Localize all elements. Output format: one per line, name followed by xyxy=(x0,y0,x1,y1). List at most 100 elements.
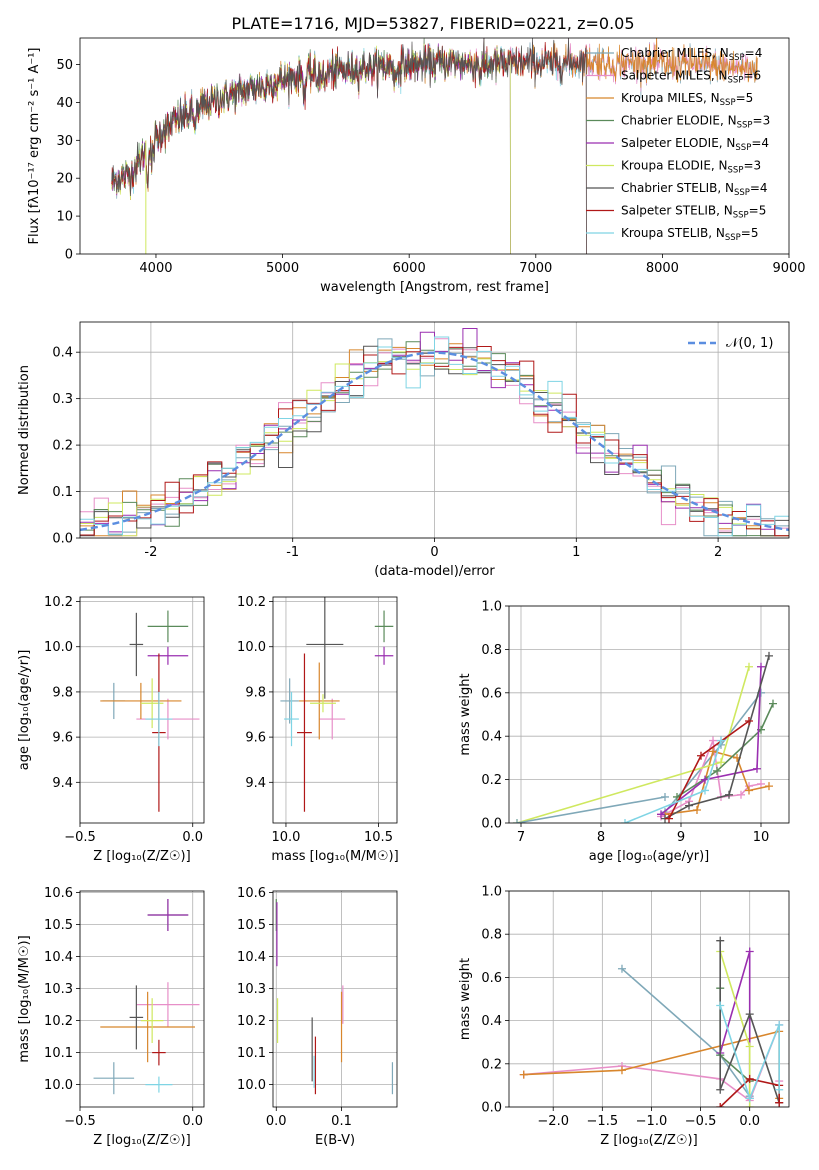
weight-marker-salpeter-stelib xyxy=(775,1098,784,1107)
weight-marker-chabrier-stelib xyxy=(685,801,693,810)
x-axis-label: wavelength [Angstrom, rest frame] xyxy=(320,280,549,295)
legend-tail: =5 xyxy=(749,204,767,218)
spectrum-line-chabrier-stelib xyxy=(111,38,587,254)
y-tick-label: 9.4 xyxy=(52,776,73,791)
y-tick-label: 1.0 xyxy=(481,600,502,615)
y-tick-label: 10 xyxy=(56,210,73,225)
weight-marker-chabrier-stelib xyxy=(716,936,725,945)
legend-label: Kroupa STELIB, N xyxy=(621,226,725,240)
weight-marker-kroupa-miles xyxy=(617,1066,626,1075)
x-axis-label: Z [log₁₀(Z/Z☉)] xyxy=(93,1133,190,1148)
legend-tail: =3 xyxy=(743,159,761,173)
weight-marker-chabrier-stelib xyxy=(745,1010,754,1019)
y-tick-label: 10.0 xyxy=(237,1078,266,1093)
weight-marker-chabrier-miles xyxy=(617,964,626,973)
y-tick-label: 10.0 xyxy=(44,1078,73,1093)
weight-marker-chabrier-elodie xyxy=(769,699,777,708)
legend-entry: Salpeter MILES, NSSP=6 xyxy=(621,69,761,86)
x-axis-label: (data-model)/error xyxy=(374,564,495,579)
y-axis-label: mass [log₁₀(M/M☉)] xyxy=(17,935,32,1062)
y-tick-label: 9.6 xyxy=(245,731,266,746)
y-tick-label: 0.4 xyxy=(481,730,502,745)
weight-marker-kroupa-elodie xyxy=(717,758,725,767)
x-tick-label: -2 xyxy=(144,545,157,560)
y-tick-label: 9.8 xyxy=(245,685,266,700)
legend-subscript: SSP xyxy=(720,98,736,108)
legend-entry: Chabrier STELIB, NSSP=4 xyxy=(621,181,768,198)
y-tick-label: 0.1 xyxy=(52,485,73,500)
weight-marker-kroupa-miles xyxy=(765,782,773,791)
weight-marker-salpeter-elodie xyxy=(753,764,761,773)
weight-marker-salpeter-stelib xyxy=(745,1074,754,1083)
plot-area xyxy=(93,899,200,1095)
plot-area xyxy=(513,651,777,823)
weight-marker-chabrier-stelib xyxy=(725,790,733,799)
weight-line-salpeter-stelib xyxy=(719,1078,780,1107)
y-tick-label: 10.2 xyxy=(44,595,73,610)
weight-line-kroupa-stelib xyxy=(719,1005,780,1101)
x-tick-label: 0.0 xyxy=(182,830,203,845)
legend-tail: =4 xyxy=(745,46,763,60)
legend-subscript: SSP xyxy=(725,233,741,243)
legend-label: Chabrier ELODIE, N xyxy=(621,114,737,128)
plot-area xyxy=(100,610,200,812)
y-axis-label: mass weight xyxy=(458,958,473,1040)
panel-spectrum: 4000 5000 6000 7000 8000 9000 0 10 20 30 40 50 wavel… xyxy=(27,37,806,295)
x-tick-label: 5000 xyxy=(266,261,299,276)
weight-line-kroupa-stelib xyxy=(624,740,722,823)
weight-line-salpeter-elodie xyxy=(660,666,762,815)
legend-tail: =3 xyxy=(753,114,771,128)
weight-line-chabrier-elodie xyxy=(676,703,774,798)
x-tick-label: −0.5 xyxy=(64,830,96,845)
y-tick-label: 10.4 xyxy=(44,950,73,965)
legend-label: Kroupa ELODIE, N xyxy=(621,159,728,173)
y-tick-label: 0.2 xyxy=(481,1057,502,1072)
y-tick-label: 9.8 xyxy=(52,685,73,700)
legend-entry: 𝒩(0, 1) xyxy=(726,336,773,351)
plot-area xyxy=(111,38,758,254)
x-axis-label: Z [log₁₀(Z/Z☉)] xyxy=(93,849,190,864)
legend-tail: =4 xyxy=(751,136,769,150)
x-tick-label: 0.0 xyxy=(182,1114,203,1129)
axes-frame xyxy=(508,890,790,1108)
y-tick-label: 10.3 xyxy=(44,982,73,997)
weight-line-chabrier-miles xyxy=(621,968,751,1097)
panel-mass_weight_vs_Z: −2.0 −1.5 −1.0 −0.5 0.0 0.0 0.2 0.4 0.6 0.8 1.0 Z [… xyxy=(458,885,790,1148)
legend-label: Salpeter MILES, N xyxy=(621,69,728,83)
y-tick-label: 9.4 xyxy=(245,776,266,791)
x-axis-label: E(B-V) xyxy=(315,1133,355,1148)
y-tick-label: 0.3 xyxy=(52,392,73,407)
y-tick-label: 0.4 xyxy=(52,346,73,361)
histogram-step-salpeter-elodie xyxy=(80,328,789,537)
y-tick-label: 0.0 xyxy=(481,817,502,832)
legend-label: Kroupa MILES, N xyxy=(621,91,720,105)
weight-marker-kroupa-stelib xyxy=(716,1001,725,1010)
weight-marker-kroupa-elodie xyxy=(745,1103,754,1107)
legend-subscript: SSP xyxy=(735,143,751,153)
plot-area xyxy=(519,936,784,1107)
y-tick-label: 30 xyxy=(56,134,73,149)
y-tick-label: 0.0 xyxy=(481,1101,502,1116)
x-tick-label: 0.0 xyxy=(739,1114,760,1129)
x-tick-label: −2.0 xyxy=(537,1114,569,1129)
legend-entry: Salpeter STELIB, NSSP=5 xyxy=(621,204,766,221)
weight-marker-kroupa-elodie xyxy=(745,662,753,671)
x-tick-label: 2 xyxy=(714,545,722,560)
y-tick-label: 10.2 xyxy=(44,1014,73,1029)
x-tick-label: 9000 xyxy=(772,261,805,276)
weight-marker-chabrier-miles xyxy=(513,819,521,823)
x-tick-label: 10.0 xyxy=(271,830,300,845)
y-tick-label: 0.0 xyxy=(52,532,73,547)
weight-line-chabrier-miles xyxy=(516,796,666,823)
weight-marker-kroupa-miles xyxy=(693,805,701,814)
legend-subscript: SSP xyxy=(728,166,744,176)
weight-marker-kroupa-stelib xyxy=(621,819,629,823)
y-tick-label: 1.0 xyxy=(481,885,502,900)
panel-mass_vs_Z: −0.5 0.0 10.0 10.1 10.2 10.3 10.4 10.5 10.6 Z [lo… xyxy=(17,886,205,1148)
weight-marker-salpeter-stelib xyxy=(665,814,673,823)
x-tick-label: −0.5 xyxy=(685,1114,717,1129)
axes-frame xyxy=(79,321,790,539)
weight-line-chabrier-stelib xyxy=(664,655,770,820)
legend-subscript: SSP xyxy=(729,53,745,63)
